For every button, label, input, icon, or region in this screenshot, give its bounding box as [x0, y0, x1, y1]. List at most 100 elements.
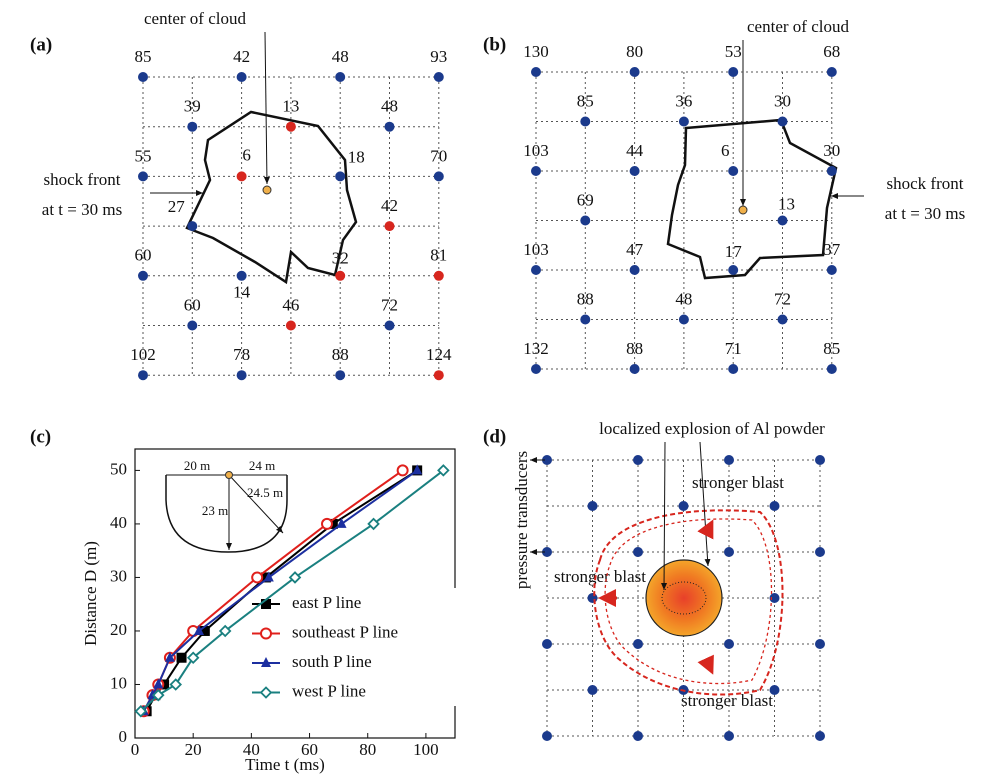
marker: [396, 464, 409, 477]
sensor-value: 88: [626, 339, 643, 358]
marker: [261, 599, 271, 609]
explosion-core: [661, 581, 707, 615]
marker: [151, 688, 165, 702]
transducer: [769, 593, 780, 603]
transducer: [815, 455, 825, 465]
sensor: [433, 370, 444, 381]
sensor-value: 130: [523, 42, 549, 61]
sensor: [187, 221, 198, 232]
sensor-value: 42: [381, 196, 398, 215]
arrow: [263, 31, 270, 185]
sensor-value: 81: [430, 246, 447, 265]
sensor: [826, 364, 837, 374]
shock-front: [185, 110, 358, 285]
marker: [176, 652, 187, 663]
inset-label: 23 m: [202, 503, 228, 518]
sensor: [728, 364, 739, 374]
transducer: [724, 547, 734, 557]
transducer: [678, 501, 689, 511]
sensor-value: 102: [130, 345, 156, 364]
sensor: [531, 364, 541, 374]
transducer: [724, 639, 734, 649]
sensor: [777, 215, 788, 226]
marker: [169, 678, 183, 691]
sensor: [531, 265, 541, 275]
sensor: [138, 370, 148, 381]
sensor: [678, 314, 689, 325]
sensor: [826, 67, 837, 77]
sensor: [384, 320, 395, 331]
x-tick-label: 40: [243, 740, 260, 759]
sensor: [187, 121, 198, 132]
marker: [164, 651, 175, 662]
inset-label: 24.5 m: [247, 485, 283, 500]
transducer: [542, 547, 552, 557]
sensor: [433, 171, 444, 182]
transducer: [815, 547, 825, 557]
y-tick-label: 20: [110, 620, 127, 639]
blast-arrow: [697, 654, 714, 675]
sensor: [335, 370, 346, 381]
legend-label: south P line: [292, 652, 372, 671]
transducer: [587, 685, 598, 695]
sensor-value: 68: [823, 42, 840, 61]
sensor: [384, 121, 395, 132]
annotation: shock front: [887, 174, 964, 193]
blast-arrow: [697, 519, 714, 540]
marker: [153, 678, 164, 689]
axis-note: pressure transducers: [512, 451, 531, 589]
inset-label: 20 m: [184, 458, 210, 473]
sensor-value: 85: [135, 47, 152, 66]
marker: [218, 624, 232, 638]
sensor-value: 124: [426, 345, 452, 364]
legend-label: southeast P line: [292, 622, 398, 641]
sensor: [138, 171, 148, 182]
sensor-value: 72: [774, 289, 791, 308]
sensor: [138, 270, 148, 281]
panel-label: (b): [483, 34, 506, 55]
sensor: [580, 215, 591, 226]
sensor: [728, 265, 739, 275]
sensor-value: 27: [168, 197, 186, 216]
sensor: [285, 121, 296, 132]
sensor: [629, 67, 640, 77]
legend-box: [246, 588, 471, 706]
transducer: [724, 455, 734, 465]
annotation: localized explosion of Al powder: [599, 419, 825, 438]
sensor: [629, 265, 640, 275]
inset-label: 24 m: [249, 458, 275, 473]
x-tick-label: 60: [301, 740, 318, 759]
transducer: [769, 501, 780, 511]
sensor-value: 60: [135, 246, 152, 265]
x-axis-title: Time t (ms): [245, 755, 325, 774]
sensor-value: 37: [823, 240, 841, 259]
y-tick-label: 50: [110, 459, 127, 478]
annotation: stronger blast: [692, 473, 784, 492]
sensor: [187, 320, 198, 331]
marker: [186, 651, 200, 664]
sensor: [629, 166, 640, 176]
sensor-value: 46: [282, 295, 299, 314]
sensor-value: 70: [430, 146, 447, 165]
sensor: [236, 370, 247, 381]
transducer: [815, 731, 825, 741]
blast-contour: [604, 518, 773, 685]
sensor-value: 55: [135, 146, 152, 165]
sensor-value: 48: [675, 289, 692, 308]
annotation: stronger blast: [554, 567, 646, 586]
sensor-value: 103: [523, 141, 549, 160]
sensor-value: 13: [282, 97, 299, 116]
sensor-value: 48: [332, 47, 349, 66]
transducer: [542, 731, 552, 741]
annotation: shock front: [44, 170, 121, 189]
y-tick-label: 10: [110, 673, 127, 692]
transducer: [542, 639, 552, 649]
y-tick-label: 0: [119, 727, 128, 746]
sensor-value: 48: [381, 97, 398, 116]
sensor: [236, 72, 247, 82]
sensor-value: 39: [184, 97, 201, 116]
sensor-value: 85: [823, 339, 840, 358]
sensor: [335, 270, 346, 281]
y-tick-label: 30: [110, 566, 127, 585]
